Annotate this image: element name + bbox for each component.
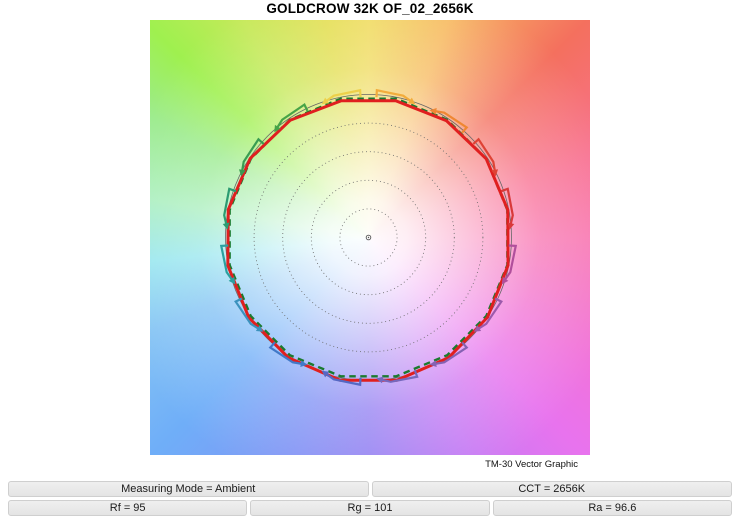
info-bars: Measuring Mode = Ambient CCT = 2656K Rf … (8, 481, 732, 519)
rf-value: Rf = 95 (8, 500, 248, 516)
tm30-vector-chart (150, 20, 590, 455)
tm30-svg (219, 88, 518, 387)
page-title: GOLDCROW 32K OF_02_2656K (266, 1, 474, 16)
rg-value: Rg = 101 (250, 500, 490, 516)
cct-value: CCT = 2656K (371, 481, 732, 497)
info-bar-row-2: Rf = 95 Rg = 101 Ra = 96.6 (8, 500, 732, 516)
info-bar-row-1: Measuring Mode = Ambient CCT = 2656K (8, 481, 732, 497)
measuring-mode-value: Measuring Mode = Ambient (8, 481, 369, 497)
chart-caption: TM-30 Vector Graphic (485, 459, 578, 470)
ra-value: Ra = 96.6 (492, 500, 732, 516)
